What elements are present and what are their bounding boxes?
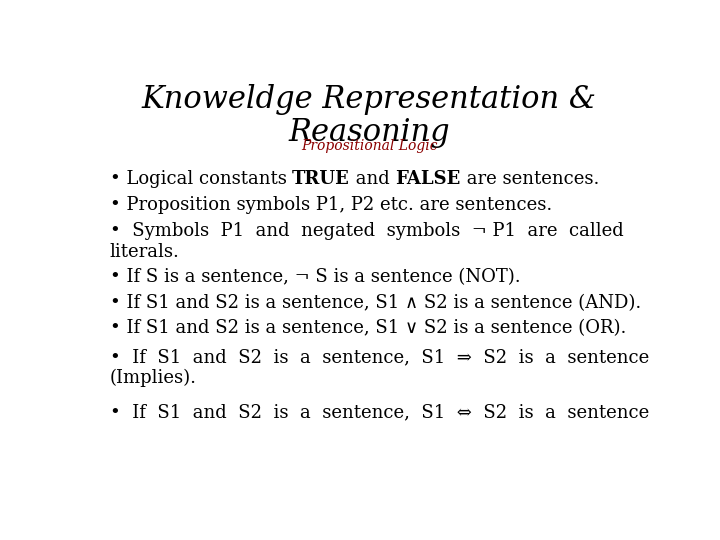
Text: • Logical constants: • Logical constants bbox=[109, 170, 292, 187]
Text: • Proposition symbols P1, P2 etc. are sentences.: • Proposition symbols P1, P2 etc. are se… bbox=[109, 196, 552, 214]
Text: • If S1 and S2 is a sentence, S1 ∧ S2 is a sentence (AND).: • If S1 and S2 is a sentence, S1 ∧ S2 is… bbox=[109, 294, 641, 312]
Text: • If S1 and S2 is a sentence, S1 ∨ S2 is a sentence (OR).: • If S1 and S2 is a sentence, S1 ∨ S2 is… bbox=[109, 319, 626, 338]
Text: •  If  S1  and  S2  is  a  sentence,  S1  ⇔  S2  is  a  sentence: • If S1 and S2 is a sentence, S1 ⇔ S2 is… bbox=[109, 404, 649, 422]
Text: FALSE: FALSE bbox=[395, 170, 461, 187]
Text: •  If  S1  and  S2  is  a  sentence,  S1  ⇒  S2  is  a  sentence
(Implies).: • If S1 and S2 is a sentence, S1 ⇒ S2 is… bbox=[109, 348, 649, 388]
Text: and: and bbox=[350, 170, 395, 187]
Text: •  Symbols  P1  and  negated  symbols  ¬ P1  are  called
literals.: • Symbols P1 and negated symbols ¬ P1 ar… bbox=[109, 222, 624, 261]
Text: TRUE: TRUE bbox=[292, 170, 350, 187]
Text: • If S is a sentence, ¬ S is a sentence (NOT).: • If S is a sentence, ¬ S is a sentence … bbox=[109, 268, 520, 287]
Text: Reasoning: Reasoning bbox=[288, 117, 450, 148]
Text: Knoweldge Representation &: Knoweldge Representation & bbox=[142, 84, 596, 114]
Text: Propositional Logic: Propositional Logic bbox=[301, 139, 437, 153]
Text: are sentences.: are sentences. bbox=[461, 170, 599, 187]
